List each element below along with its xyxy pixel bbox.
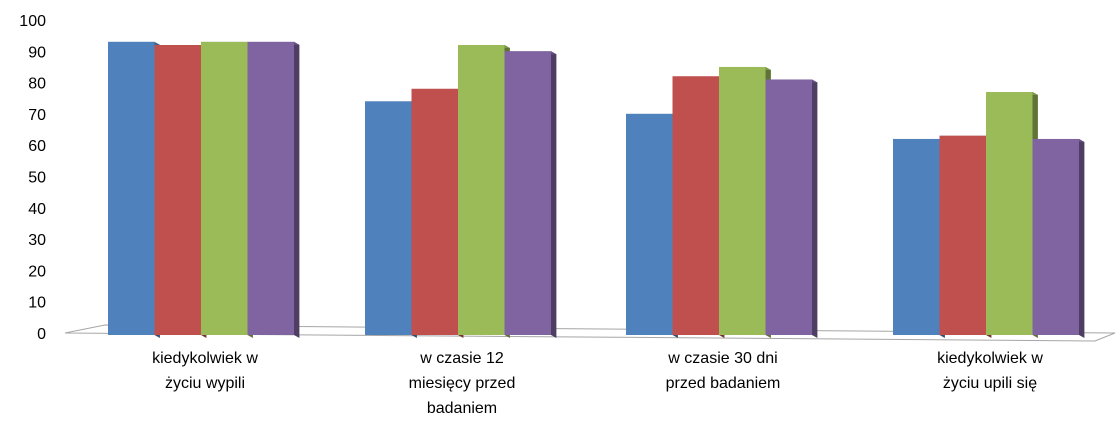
- bar: [247, 41, 300, 338]
- bar-front: [939, 135, 986, 335]
- bar: [765, 79, 818, 338]
- bar-front: [365, 101, 412, 335]
- y-tick-label: 10: [28, 295, 46, 312]
- bar-front: [986, 91, 1033, 336]
- bar-side: [551, 51, 557, 339]
- bar: [504, 51, 557, 339]
- bar: [893, 138, 945, 338]
- y-tick-label: 0: [37, 326, 46, 343]
- y-tick-label: 70: [28, 107, 46, 124]
- x-category-label: miesięcy przed: [409, 375, 516, 392]
- bar-front: [154, 45, 201, 335]
- bar-side: [812, 79, 818, 338]
- bar-front: [108, 41, 155, 335]
- bar-front: [672, 76, 719, 335]
- y-tick-label: 40: [28, 201, 46, 218]
- bar-front: [201, 41, 248, 335]
- y-tick-label: 90: [28, 44, 46, 61]
- bar: [154, 45, 207, 338]
- y-tick-label: 20: [28, 263, 46, 280]
- x-category-label: życiu wypili: [165, 375, 245, 392]
- bar: [986, 91, 1038, 339]
- bar: [1032, 138, 1085, 338]
- bar-front: [458, 45, 505, 335]
- bar: [939, 135, 992, 338]
- bar-front: [504, 51, 551, 336]
- bar: [108, 41, 160, 338]
- x-category-label: badaniem: [427, 400, 497, 417]
- x-category-label: życiu upili się: [943, 375, 1037, 392]
- bar-front: [719, 66, 766, 335]
- bar: [411, 88, 464, 338]
- bar-front: [247, 41, 294, 335]
- chart-floor: [64, 324, 1116, 342]
- y-tick-label: 50: [28, 170, 46, 187]
- bar-side: [1079, 138, 1085, 338]
- x-category-label: przed badaniem: [666, 375, 781, 392]
- bar: [201, 41, 253, 338]
- bar-front: [626, 113, 673, 336]
- bar: [719, 66, 771, 338]
- x-category-label: w czasie 30 dni: [667, 350, 777, 367]
- y-tick-label: 100: [19, 13, 46, 30]
- bar: [626, 113, 678, 339]
- bar-front: [893, 138, 940, 335]
- x-category-label: kiedykolwiek w: [152, 350, 258, 367]
- bar-side: [294, 41, 300, 338]
- bar: [365, 101, 417, 338]
- bar-front: [411, 88, 458, 335]
- x-category-label: w czasie 12: [419, 350, 504, 367]
- bar: [458, 45, 510, 338]
- y-tick-label: 80: [28, 76, 46, 93]
- bar-front: [1032, 138, 1079, 335]
- bar-front: [765, 79, 812, 335]
- x-category-label: kiedykolwiek w: [937, 350, 1043, 367]
- y-tick-label: 30: [28, 232, 46, 249]
- bar: [672, 76, 725, 338]
- y-tick-label: 60: [28, 138, 46, 155]
